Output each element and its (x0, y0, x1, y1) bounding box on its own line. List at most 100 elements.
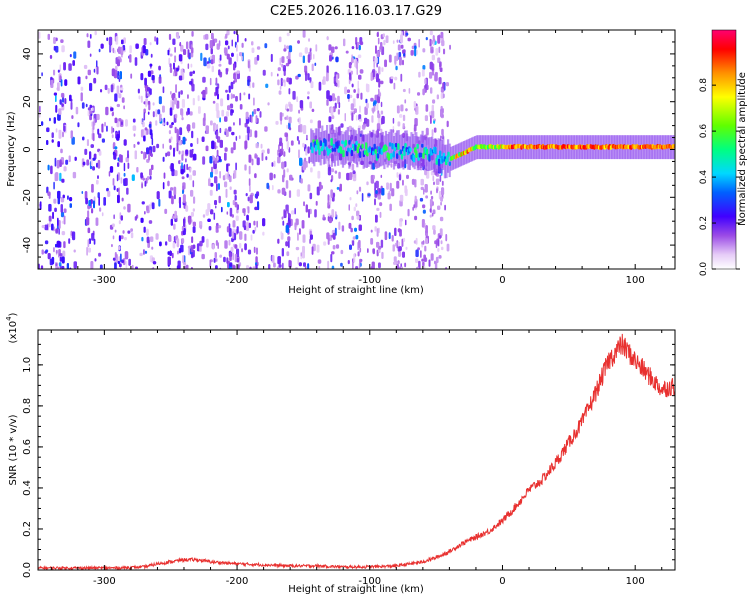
spectrogram-noise-cell (405, 219, 407, 226)
spectrogram-noise-cell (365, 98, 368, 104)
spectrogram-noise-cell (145, 98, 148, 106)
spectrogram-noise-cell (57, 69, 60, 73)
spectrogram-noise-cell (187, 49, 190, 58)
spectrogram-noise-cell (72, 60, 75, 66)
spectrogram-noise-cell (190, 63, 193, 68)
spectrogram-noise-cell (192, 208, 195, 212)
spectrogram-noise-cell (190, 267, 193, 269)
spectrogram-noise-cell (82, 161, 86, 166)
spectrogram-noise-cell (63, 241, 66, 249)
spectrogram-noise-cell (235, 215, 239, 221)
spectrogram-noise-cell (152, 102, 155, 106)
spectrogram-noise-cell (214, 169, 218, 175)
spectrogram-noise-cell (149, 175, 152, 180)
spectrogram-noise-cell (111, 126, 113, 134)
spectrogram-noise-cell (119, 71, 122, 80)
spectrogram-noise-cell (85, 197, 88, 205)
spectrogram-noise-cell (373, 174, 375, 180)
spectrogram-noise-cell (91, 183, 94, 193)
spectrogram-noise-cell (418, 39, 420, 48)
spectrogram-noise-cell (432, 35, 435, 41)
spectrogram-noise-cell (283, 81, 286, 87)
spectrogram-noise-cell (370, 266, 373, 269)
spectrogram-noise-cell (256, 46, 261, 50)
spectrogram-noise-cell (55, 249, 58, 254)
spectrogram-noise-cell (326, 90, 330, 100)
spectrogram-noise-cell (329, 196, 332, 205)
spectrogram-noise-cell (356, 190, 359, 195)
spectrogram-noise-cell (281, 63, 284, 68)
spectrogram-carrier-cell (448, 161, 451, 166)
spectrogram-noise-cell (210, 171, 213, 178)
spectrogram-noise-cell (309, 230, 312, 236)
spectrogram-noise-cell (178, 197, 181, 205)
spectrogram-noise-cell (190, 211, 194, 217)
spectrogram-noise-cell (358, 240, 361, 249)
spectrogram-noise-cell (169, 63, 172, 68)
spectrogram-noise-cell (264, 43, 268, 49)
spectrogram-noise-cell (81, 102, 85, 109)
spectrogram-noise-cell (121, 197, 124, 202)
spectrogram-carrier-halo (321, 125, 324, 159)
spectrogram-noise-cell (114, 146, 118, 150)
spectrogram-noise-cell (302, 125, 307, 134)
spectrogram-noise-cell (130, 228, 133, 232)
spectrogram-noise-cell (124, 251, 129, 260)
spectrogram-noise-cell (215, 225, 218, 233)
spectrogram-noise-cell (140, 172, 143, 179)
spectrogram-carrier-cell (311, 146, 314, 154)
spectrogram-noise-cell (398, 246, 402, 251)
spectrogram-noise-cell (49, 117, 51, 122)
spectrogram-noise-cell (117, 71, 119, 80)
spectrogram-noise-cell (371, 261, 375, 269)
spectrogram-noise-cell (295, 75, 299, 80)
spectrogram-noise-cell (53, 92, 57, 96)
spectrogram-noise-cell (401, 238, 404, 247)
spectrogram-noise-cell (420, 178, 424, 186)
spectrogram-noise-cell (422, 209, 426, 214)
spectrogram-noise-cell (173, 72, 175, 77)
spectrogram-noise-cell (182, 194, 186, 204)
spectrogram-noise-cell (411, 178, 415, 185)
spectrogram-noise-cell (339, 183, 342, 192)
spectrogram-noise-cell (227, 105, 231, 111)
spectrogram-noise-cell (286, 251, 290, 257)
spectrogram-noise-cell (241, 42, 244, 48)
spectrogram-noise-cell (225, 68, 228, 75)
spectrogram-noise-cell (352, 170, 356, 175)
spectrogram-noise-cell (233, 30, 236, 35)
spectrogram-noise-cell (116, 85, 120, 94)
spectrogram-noise-cell (124, 177, 128, 186)
spectrogram-noise-cell (147, 100, 151, 105)
spectrogram-noise-cell (249, 266, 252, 269)
spectrogram-noise-cell (96, 179, 99, 185)
spectrogram-noise-cell (351, 57, 354, 64)
spectrogram-noise-cell (424, 245, 427, 252)
spectrogram-noise-cell (58, 227, 60, 235)
spectrogram-noise-cell (425, 238, 428, 244)
spectrogram-noise-cell (327, 200, 330, 207)
spectrogram-noise-cell (298, 117, 301, 125)
spectrogram-noise-cell (234, 244, 238, 249)
spectrogram-noise-cell (359, 69, 364, 74)
spectrogram-noise-cell (90, 158, 93, 166)
spectrogram-noise-cell (277, 149, 279, 156)
spectrogram-noise-cell (118, 246, 121, 251)
spectrogram-noise-cell (246, 214, 249, 221)
spectrogram-noise-cell (394, 76, 398, 81)
spectrogram-noise-cell (282, 262, 284, 269)
spectrogram-noise-cell (86, 216, 90, 226)
spectrogram-noise-cell (69, 197, 73, 202)
spectrogram-noise-cell (352, 240, 355, 246)
spectrogram-noise-cell (69, 94, 72, 102)
spectrogram-noise-cell (247, 206, 250, 214)
spectrogram-noise-cell (54, 207, 57, 212)
spectrogram-noise-cell (376, 241, 380, 248)
spectrogram-noise-cell (261, 152, 264, 161)
colorbar-tick-label: 0.0 (699, 262, 709, 277)
spectrogram-noise-cell (298, 109, 300, 114)
spectrogram-noise-cell (149, 42, 152, 46)
spectrogram-noise-cell (100, 89, 103, 93)
spectrogram-noise-cell (402, 251, 405, 258)
spectrogram-noise-cell (388, 232, 391, 240)
